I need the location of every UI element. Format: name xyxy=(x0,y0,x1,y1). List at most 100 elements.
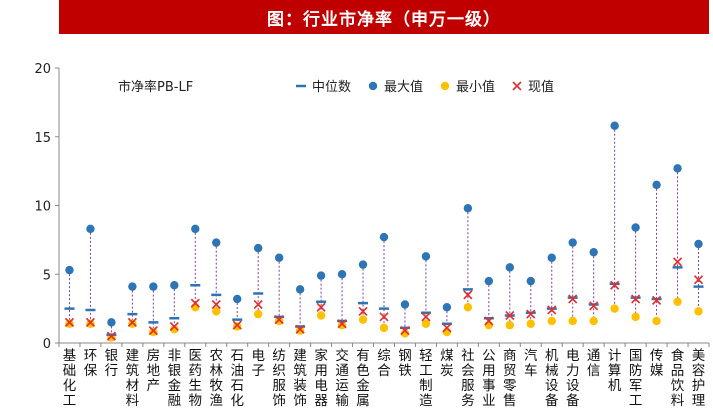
current-value-mark xyxy=(505,310,515,321)
min-point xyxy=(421,319,431,328)
current-value-mark xyxy=(589,301,599,311)
current-x-stroke xyxy=(127,317,137,327)
min-point xyxy=(212,307,221,316)
category-label: 汽车 xyxy=(524,348,538,379)
category-label: 传媒 xyxy=(650,348,664,379)
current-value-mark xyxy=(379,312,389,322)
chart-marks xyxy=(64,121,704,342)
category-label: 煤炭 xyxy=(440,348,454,379)
y-tick-label: 10 xyxy=(34,200,51,215)
current-value-mark xyxy=(631,294,641,304)
current-value-mark xyxy=(652,295,662,305)
current-x-stroke xyxy=(190,298,200,308)
category-label: 建筑装饰 xyxy=(293,348,307,409)
current-x-stroke xyxy=(85,317,96,327)
max-point xyxy=(589,248,598,257)
chart-title-banner: 图：行业市净率（申万一级） xyxy=(59,0,709,34)
min-point xyxy=(631,312,640,322)
max-point xyxy=(337,270,347,279)
chart-legend: 中位数 最大值 最小值 现值 xyxy=(296,79,554,95)
current-x-stroke xyxy=(589,301,599,311)
category-label: 基础化工 xyxy=(63,347,77,409)
chart-title: 图：行业市净率（申万一级） xyxy=(267,9,501,30)
min-point xyxy=(65,319,74,328)
current-value-mark xyxy=(295,324,305,334)
min-point xyxy=(358,315,368,324)
current-value-mark xyxy=(672,257,683,267)
current-x-stroke xyxy=(568,294,578,304)
min-point xyxy=(253,309,263,319)
category-label: 社会服务 xyxy=(461,348,475,409)
max-point xyxy=(149,282,158,291)
min-point xyxy=(316,311,326,320)
min-point xyxy=(191,303,200,312)
min-point xyxy=(337,320,347,330)
min-point xyxy=(526,319,535,328)
max-point xyxy=(379,232,389,242)
category-label: 交通运输 xyxy=(335,347,349,409)
range-stems xyxy=(68,125,700,338)
min-point xyxy=(568,316,577,326)
category-label: 国防军工 xyxy=(629,348,643,409)
max-point xyxy=(547,253,556,262)
max-point xyxy=(170,281,179,290)
max-point xyxy=(233,294,242,304)
current-value-mark xyxy=(64,317,75,327)
current-value-mark xyxy=(232,320,242,330)
current-x-stroke xyxy=(64,317,75,327)
max-point xyxy=(316,271,326,280)
category-label: 建筑材料 xyxy=(126,348,140,409)
min-point xyxy=(295,326,305,335)
current-x-stroke xyxy=(547,305,557,315)
category-label: 公用事业 xyxy=(482,348,496,409)
current-x-stroke xyxy=(232,320,242,330)
current-value-mark xyxy=(253,299,263,310)
category-label: 电子 xyxy=(251,348,265,379)
current-x-stroke xyxy=(316,302,326,312)
category-label: 纺织服饰 xyxy=(272,348,286,409)
max-point xyxy=(442,303,452,312)
category-label: 石油石化 xyxy=(230,348,244,409)
current-x-stroke xyxy=(295,324,305,334)
current-x-stroke xyxy=(672,257,683,267)
min-point xyxy=(547,316,556,326)
category-label: 食品饮料 xyxy=(671,347,685,409)
min-point xyxy=(484,320,494,330)
current-x-stroke xyxy=(421,312,431,322)
current-value-mark xyxy=(442,323,452,333)
min-point xyxy=(505,320,515,330)
current-x-stroke xyxy=(211,299,221,310)
current-value-mark xyxy=(400,326,410,336)
min-point xyxy=(233,322,242,331)
max-point xyxy=(358,260,368,269)
max-point xyxy=(652,180,661,190)
legend-label: 最小值 xyxy=(456,79,495,95)
category-label: 通信 xyxy=(587,348,601,379)
legend-item: 最大值 xyxy=(368,79,423,95)
current-value-mark xyxy=(421,312,431,322)
max-point xyxy=(107,318,116,327)
current-value-mark xyxy=(148,326,158,336)
current-x-stroke xyxy=(526,309,536,319)
max-point xyxy=(128,282,137,291)
category-label: 钢铁 xyxy=(398,348,412,379)
category-label: 商贸零售 xyxy=(503,348,517,409)
current-x-stroke xyxy=(442,323,452,333)
max-point xyxy=(191,224,200,234)
current-value-mark xyxy=(211,299,221,310)
max-point xyxy=(400,300,410,309)
current-x-stroke xyxy=(505,310,515,321)
current-x-stroke xyxy=(106,331,116,341)
current-x-stroke xyxy=(463,290,473,300)
min-point xyxy=(149,327,158,337)
min-point xyxy=(610,304,619,313)
max-point xyxy=(505,263,515,272)
current-x-stroke xyxy=(610,280,620,290)
current-value-mark xyxy=(484,316,494,326)
category-label: 机械设备 xyxy=(545,348,559,409)
legend-item: 最小值 xyxy=(440,79,495,95)
min-point xyxy=(86,319,95,328)
current-value-mark xyxy=(85,317,96,327)
category-label: 综合 xyxy=(377,348,391,379)
category-label: 非银金融 xyxy=(168,348,182,409)
